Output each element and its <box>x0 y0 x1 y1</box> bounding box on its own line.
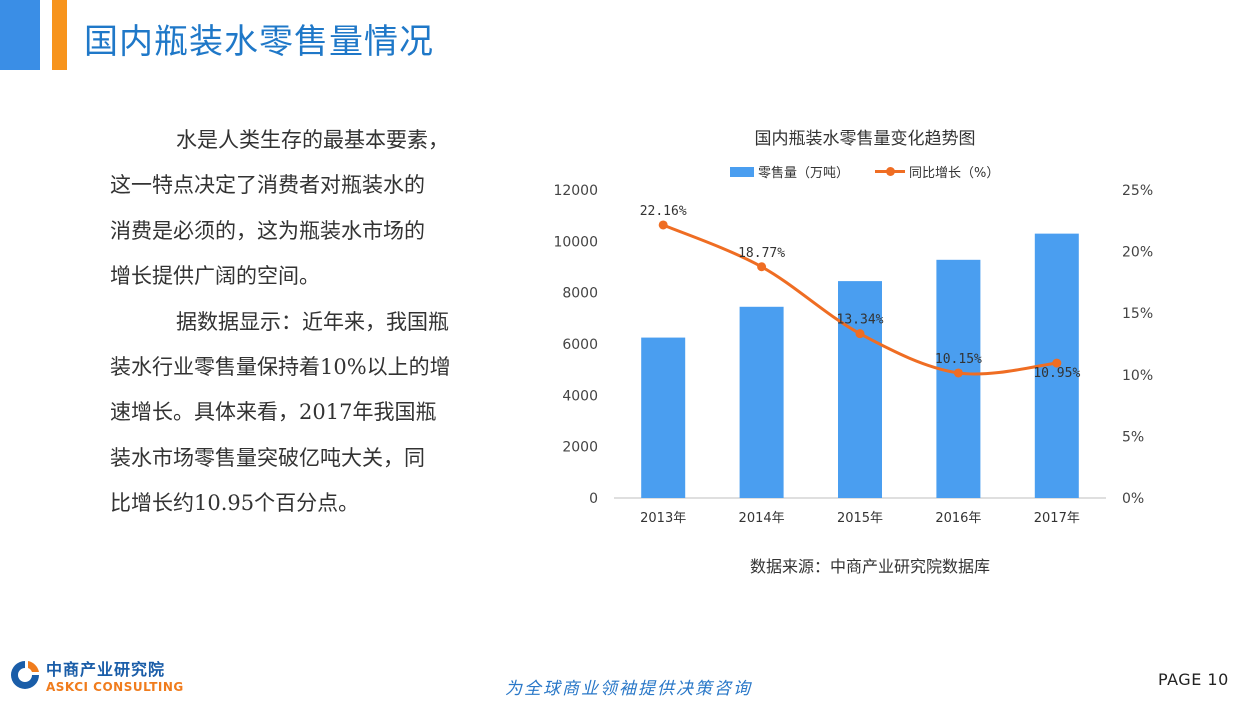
y-right-tick-label: 20% <box>1122 245 1153 261</box>
y-left-tick-label: 0 <box>589 491 598 507</box>
logo-text: 中商产业研究院 ASKCI CONSULTING <box>46 656 184 694</box>
combo-chart: 0 2000 4000 6000 8000 10000 12000 0% 5% 10% 15% 20%… <box>553 183 1153 526</box>
legend-item-growth: 同比增长（%） <box>875 162 999 181</box>
bar <box>739 306 784 498</box>
y-right-tick-label: 5% <box>1122 429 1144 445</box>
company-logo: 中商产业研究院 ASKCI CONSULTING <box>8 656 184 694</box>
legend-item-volume: 零售量（万吨） <box>730 162 849 181</box>
text-line: 速增长。具体来看，2017年我国瓶 <box>110 400 437 425</box>
chart-title: 国内瓶装水零售量变化趋势图 <box>754 129 976 149</box>
y-right-tick-label: 25% <box>1122 183 1153 199</box>
page-number: PAGE 10 <box>1158 670 1229 689</box>
text-line: 装水市场零售量突破亿吨大关，同 <box>110 445 425 470</box>
y-right-tick-label: 0% <box>1122 491 1144 507</box>
legend-bar-swatch <box>730 166 754 177</box>
x-tick-label: 2014年 <box>739 511 785 526</box>
growth-point <box>1052 358 1062 368</box>
x-tick-label: 2015年 <box>837 511 883 526</box>
text-line: 装水行业零售量保持着10%以上的增 <box>110 355 451 380</box>
header-accent-orange <box>52 0 67 70</box>
growth-point <box>855 329 865 339</box>
growth-data-label: 13.34% <box>837 313 884 328</box>
source-note: 数据来源：中商产业研究院数据库 <box>750 557 991 576</box>
y-left-tick-label: 10000 <box>553 234 598 250</box>
chart-legend: 零售量（万吨） 同比增长（%） <box>730 162 1025 181</box>
logo-name-cn: 中商产业研究院 <box>46 660 166 679</box>
text-line: 消费是必须的，这为瓶装水市场的 <box>110 218 425 243</box>
paragraph-1: 水是人类生存的最基本要素， 这一特点决定了消费者对瓶装水的 消费是必须的，这为瓶… <box>110 118 510 300</box>
text-line: 水是人类生存的最基本要素， <box>176 128 449 152</box>
x-tick-label: 2013年 <box>640 511 686 526</box>
bar <box>936 259 981 498</box>
footer-tagline: 为全球商业领袖提供决策咨询 <box>505 679 752 699</box>
legend-label-growth: 同比增长（%） <box>909 166 1000 181</box>
logo-name-en: ASKCI CONSULTING <box>46 680 184 694</box>
y-right-tick-label: 10% <box>1122 368 1153 384</box>
text-line: 比增长约10.95个百分点。 <box>110 491 360 516</box>
legend-line-swatch <box>875 167 906 176</box>
y-right-tick-label: 15% <box>1122 306 1153 322</box>
growth-point <box>953 368 963 378</box>
bar <box>641 337 686 498</box>
text-line: 据数据显示：近年来，我国瓶 <box>176 309 449 334</box>
growth-data-label: 18.77% <box>738 246 785 261</box>
text-line: 这一特点决定了消费者对瓶装水的 <box>110 173 425 198</box>
growth-point <box>757 262 767 272</box>
page-title: 国内瓶装水零售量情况 <box>84 22 434 62</box>
logo-icon <box>11 661 39 689</box>
y-left-tick-label: 4000 <box>562 388 598 404</box>
paragraph-2: 据数据显示：近年来，我国瓶 装水行业零售量保持着10%以上的增 速增长。具体来看… <box>110 300 510 527</box>
header-accent-blue <box>0 0 40 70</box>
growth-data-label: 10.15% <box>935 352 982 367</box>
growth-point <box>658 220 668 230</box>
growth-data-label: 10.95% <box>1033 366 1080 381</box>
x-tick-label: 2016年 <box>935 511 981 526</box>
y-left-tick-label: 12000 <box>553 183 598 199</box>
legend-label-volume: 零售量（万吨） <box>758 166 850 181</box>
body-text: 水是人类生存的最基本要素， 这一特点决定了消费者对瓶装水的 消费是必须的，这为瓶… <box>110 118 510 527</box>
y-left-tick-label: 6000 <box>562 337 598 353</box>
y-left-tick-label: 2000 <box>562 440 598 456</box>
text-line: 增长提供广阔的空间。 <box>110 264 320 289</box>
bar <box>838 281 882 498</box>
x-tick-label: 2017年 <box>1034 511 1080 526</box>
growth-data-label: 22.16% <box>640 204 687 219</box>
y-left-tick-label: 8000 <box>562 286 598 302</box>
